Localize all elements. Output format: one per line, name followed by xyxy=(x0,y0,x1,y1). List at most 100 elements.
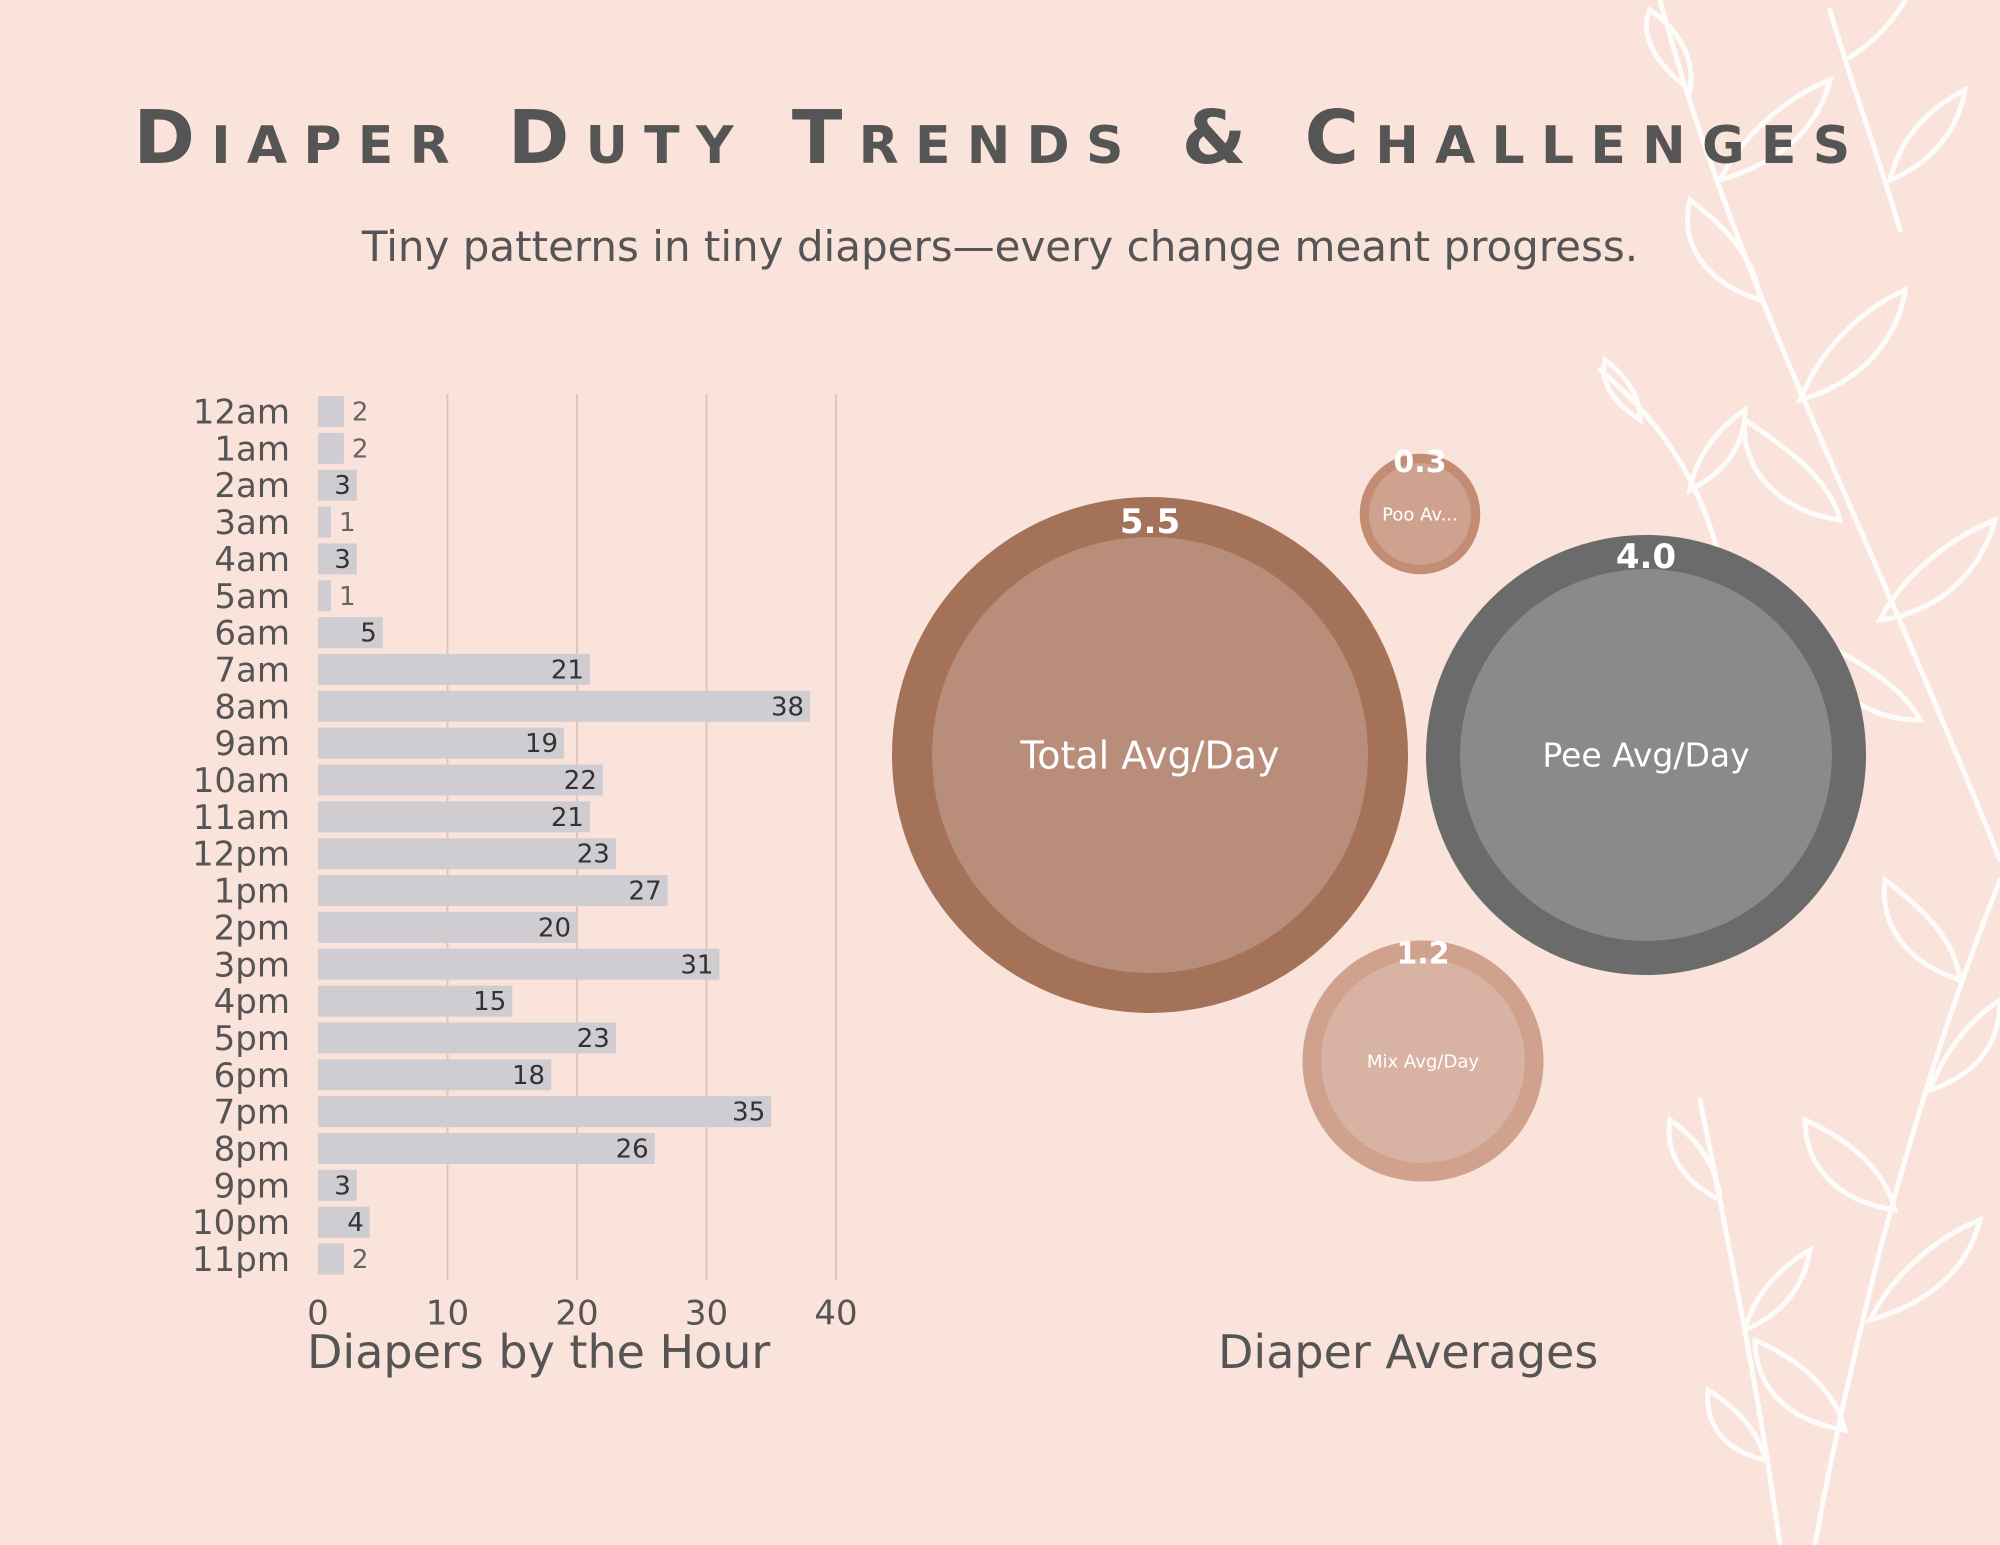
bar-9pm xyxy=(318,1169,357,1201)
data-label: 1 xyxy=(339,582,356,612)
data-label: 35 xyxy=(732,1098,765,1128)
data-label: 27 xyxy=(629,877,662,907)
bar-4am xyxy=(318,543,357,575)
bar-10am xyxy=(318,764,603,796)
data-label: 23 xyxy=(577,840,610,870)
category-label: 1am xyxy=(214,429,290,469)
data-label: 38 xyxy=(771,692,804,722)
data-label: 5 xyxy=(360,619,377,649)
bar-1am xyxy=(318,432,344,464)
category-label: 5pm xyxy=(214,1019,290,1059)
data-label: 15 xyxy=(473,987,506,1017)
data-label: 1 xyxy=(339,508,356,538)
category-label: 6pm xyxy=(214,1056,290,1096)
category-label: 11am xyxy=(193,798,290,838)
category-label: 10am xyxy=(193,761,290,801)
category-label: 1pm xyxy=(214,872,290,912)
bar-7am xyxy=(318,653,590,685)
x-tick-label: 30 xyxy=(685,1293,728,1333)
bar-3pm xyxy=(318,948,720,980)
category-label: 3am xyxy=(214,503,290,543)
bubble-value: 4.0 xyxy=(1616,537,1676,577)
category-label: 5am xyxy=(214,577,290,617)
data-label: 4 xyxy=(347,1208,364,1238)
bubble-inner xyxy=(1369,463,1471,565)
x-tick-label: 0 xyxy=(307,1293,329,1333)
bubble-label: Pee Avg/Day xyxy=(1542,736,1749,775)
bubble-label: Poo Av... xyxy=(1382,504,1458,525)
bar-11pm xyxy=(318,1243,344,1275)
bar-8am xyxy=(318,690,811,722)
bar-8pm xyxy=(318,1133,655,1164)
data-label: 3 xyxy=(334,1171,351,1201)
category-label: 4am xyxy=(214,540,290,580)
data-label: 2 xyxy=(352,434,369,464)
bar-2am xyxy=(318,469,357,501)
bubble-value: 5.5 xyxy=(1120,502,1180,542)
bubble-inner xyxy=(1460,569,1832,941)
data-label: 2 xyxy=(352,398,369,428)
bar-11am xyxy=(318,801,590,833)
bar-10pm xyxy=(318,1206,370,1238)
data-label: 2 xyxy=(352,1245,369,1275)
bar-chart-title: Diapers by the Hour xyxy=(307,1325,771,1379)
bar-7pm xyxy=(318,1096,772,1128)
bar-6am xyxy=(318,617,383,649)
bar-3am xyxy=(318,506,331,538)
bubble-inner xyxy=(1321,959,1525,1163)
x-tick-label: 10 xyxy=(426,1293,469,1333)
bar-4pm xyxy=(318,985,513,1017)
bar-6pm xyxy=(318,1059,552,1091)
data-label: 22 xyxy=(564,766,597,796)
category-label: 2pm xyxy=(214,908,290,948)
data-label: 21 xyxy=(551,655,584,685)
page-subtitle: Tiny patterns in tiny diapers—every chan… xyxy=(361,222,1639,271)
bubble-pee-avg-day: 4.0 Pee Avg/Day xyxy=(1425,534,1867,976)
bubble-chart-title: Diaper Averages xyxy=(1218,1325,1599,1379)
category-label: 9am xyxy=(214,724,290,764)
category-label: 12am xyxy=(193,393,290,433)
data-label: 3 xyxy=(334,545,351,575)
category-label: 6am xyxy=(214,614,290,654)
category-label: 9pm xyxy=(214,1166,290,1206)
data-label: 3 xyxy=(334,471,351,501)
bar-9am xyxy=(318,727,565,759)
data-label: 23 xyxy=(577,1024,610,1054)
category-label: 8pm xyxy=(214,1130,290,1170)
bar-12am xyxy=(318,396,344,427)
page-title: Diaper Duty Trends & Challenges xyxy=(133,95,1867,181)
category-label: 7am xyxy=(214,650,290,690)
data-label: 21 xyxy=(551,803,584,833)
data-label: 26 xyxy=(616,1135,649,1165)
category-label: 12pm xyxy=(192,835,290,875)
category-label: 10pm xyxy=(192,1203,290,1243)
bubble-total-avg-day: 5.5 Total Avg/Day xyxy=(892,497,1408,1013)
bubble-label: Total Avg/Day xyxy=(1019,733,1279,777)
bubble-label: Mix Avg/Day xyxy=(1367,1051,1480,1072)
data-label: 19 xyxy=(525,729,558,759)
x-tick-label: 40 xyxy=(814,1293,857,1333)
data-label: 18 xyxy=(512,1061,545,1091)
x-tick-label: 20 xyxy=(555,1293,598,1333)
bubble-inner xyxy=(931,536,1369,974)
category-label: 8am xyxy=(214,687,290,727)
bar-5am xyxy=(318,580,331,612)
category-label: 7pm xyxy=(214,1093,290,1133)
bar-12pm xyxy=(318,838,616,870)
bar-5pm xyxy=(318,1022,616,1054)
data-label: 31 xyxy=(680,950,713,980)
bar-2pm xyxy=(318,911,577,943)
bubble-poo-avg-day: 0.3 Poo Av... xyxy=(1359,445,1481,575)
category-label: 2am xyxy=(214,466,290,506)
category-label: 11pm xyxy=(192,1240,290,1280)
bubble-value: 1.2 xyxy=(1396,937,1449,972)
bubble-mix-avg-day: 1.2 Mix Avg/Day xyxy=(1302,937,1544,1182)
data-label: 20 xyxy=(538,913,571,943)
bar-1pm xyxy=(318,875,668,907)
category-label: 4pm xyxy=(214,982,290,1022)
category-label: 3pm xyxy=(214,945,290,985)
bubble-value: 0.3 xyxy=(1393,445,1446,480)
